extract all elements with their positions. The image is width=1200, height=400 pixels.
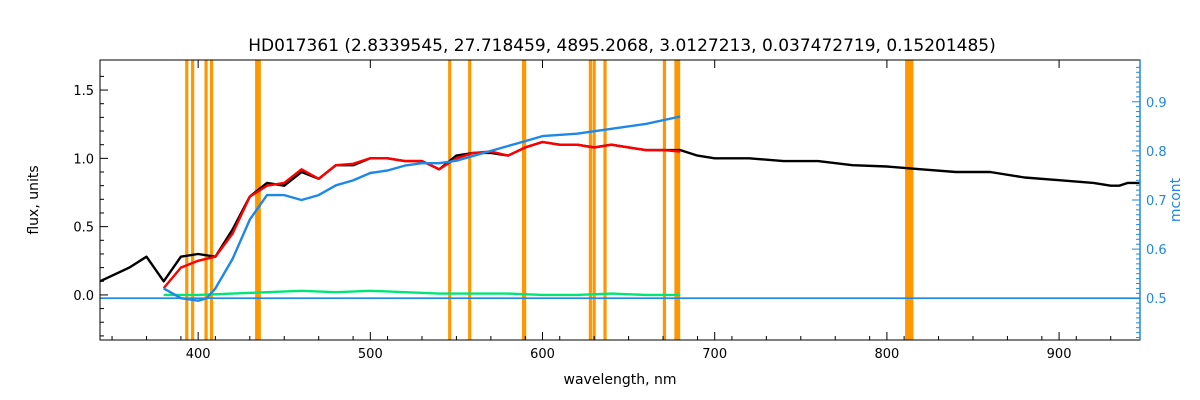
y-tick-label: 0.5 — [73, 221, 94, 236]
right-tick-label: 0.7 — [1146, 194, 1167, 209]
y-axis-label: flux, units — [26, 165, 42, 234]
x-tick-label: 900 — [1047, 347, 1072, 362]
model-series-line — [162, 140, 681, 289]
x-tick-label: 400 — [186, 347, 211, 362]
y-tick-label: 1.5 — [73, 84, 94, 99]
x-tick-label: 800 — [874, 347, 899, 362]
residual-series-line — [163, 289, 681, 297]
x-tick-label: 700 — [702, 347, 727, 362]
y-tick-label: 1.0 — [73, 152, 94, 167]
chart-title: HD017361 (2.8339545, 27.718459, 4895.206… — [248, 36, 996, 56]
x-tick-label: 600 — [530, 347, 555, 362]
right-tick-label: 0.6 — [1146, 243, 1167, 258]
x-axis-label: wavelength, nm — [564, 372, 677, 388]
continuum-series-line — [163, 115, 681, 302]
right-tick-label: 0.9 — [1146, 96, 1167, 111]
right-tick-label: 0.5 — [1146, 292, 1167, 307]
right-tick-label: 0.8 — [1146, 145, 1167, 160]
y-tick-label: 0.0 — [73, 289, 94, 304]
x-tick-label: 500 — [358, 347, 383, 362]
right-axis-label: mcont — [1168, 177, 1184, 222]
